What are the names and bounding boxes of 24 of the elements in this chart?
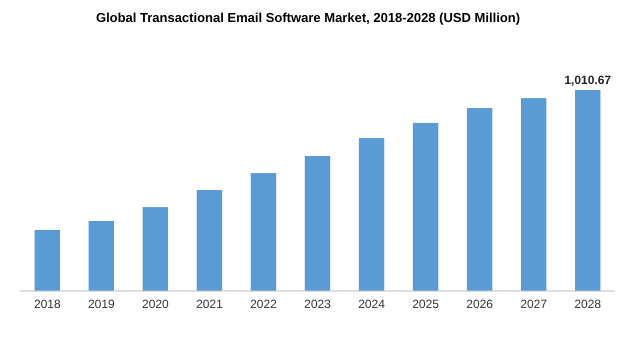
x-tick-label: 2022 bbox=[250, 297, 278, 311]
bar bbox=[520, 98, 546, 291]
bar bbox=[34, 230, 60, 291]
chart-title: Global Transactional Email Software Market, 2018-2028 (USD Million) bbox=[96, 10, 520, 25]
bar bbox=[196, 190, 222, 291]
bar bbox=[250, 173, 276, 291]
bar bbox=[142, 207, 168, 291]
bar bbox=[412, 122, 438, 291]
bar bbox=[88, 220, 114, 291]
x-tick-label: 2019 bbox=[88, 297, 116, 311]
x-tick-label: 2021 bbox=[196, 297, 224, 311]
x-tick-label: 2028 bbox=[574, 297, 602, 311]
bar bbox=[575, 90, 600, 291]
bar bbox=[304, 156, 330, 291]
x-tick-label: 2023 bbox=[304, 297, 332, 311]
data-label: 1,010.67 bbox=[564, 73, 612, 87]
bar bbox=[466, 108, 492, 291]
x-tick-label: 2027 bbox=[520, 297, 548, 311]
x-tick-label: 2020 bbox=[142, 297, 170, 311]
x-tick-label: 2024 bbox=[358, 297, 386, 311]
x-tick-label: 2025 bbox=[412, 297, 440, 311]
x-tick-label: 2018 bbox=[34, 297, 61, 311]
bar bbox=[358, 138, 384, 291]
x-tick-label: 2026 bbox=[466, 297, 494, 311]
